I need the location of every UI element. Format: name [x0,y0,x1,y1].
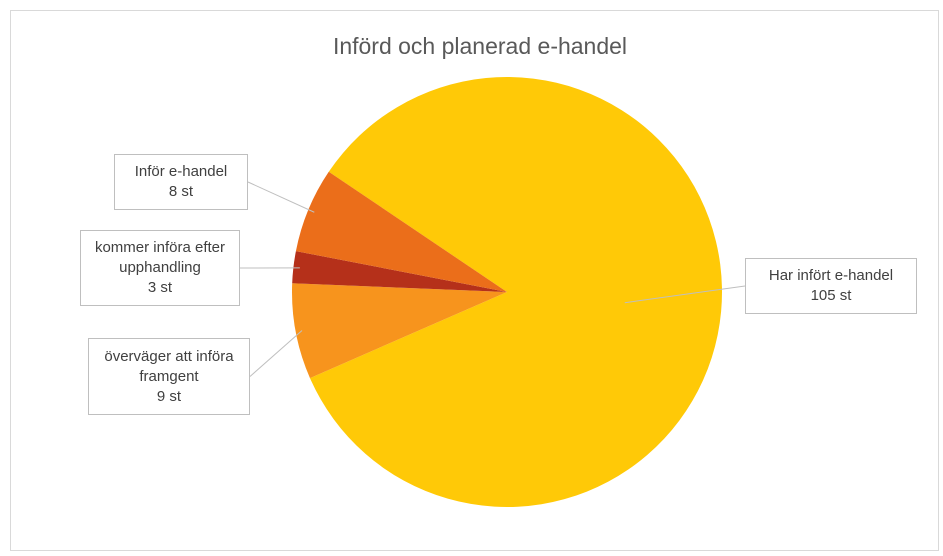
pie-slice [292,251,507,292]
category-label: kommer införa efter upphandling [94,239,226,276]
leader-line [624,285,746,304]
data-label: Inför e-handel 8 st [114,154,248,210]
value-label: 9 st [156,387,182,405]
pie-slice [295,171,507,292]
leader-line [247,181,315,213]
data-label: Har infört e-handel 105 st [745,258,917,314]
data-label: kommer införa efter upphandling 3 st [80,230,240,306]
category-label: Har infört e-handel [768,267,894,284]
chart-title: Införd och planerad e-handel [333,33,627,59]
pie-slice [309,76,722,507]
value-label: 3 st [147,279,173,296]
data-label: överväger att införa framgent 9 st [88,338,250,415]
category-label: Inför e-handel [134,163,228,180]
category-label: överväger att införa framgent [104,347,234,385]
leader-line [249,330,303,377]
value-label: 105 st [810,287,852,304]
value-label: 8 st [168,183,194,200]
pie-slice [292,283,507,379]
